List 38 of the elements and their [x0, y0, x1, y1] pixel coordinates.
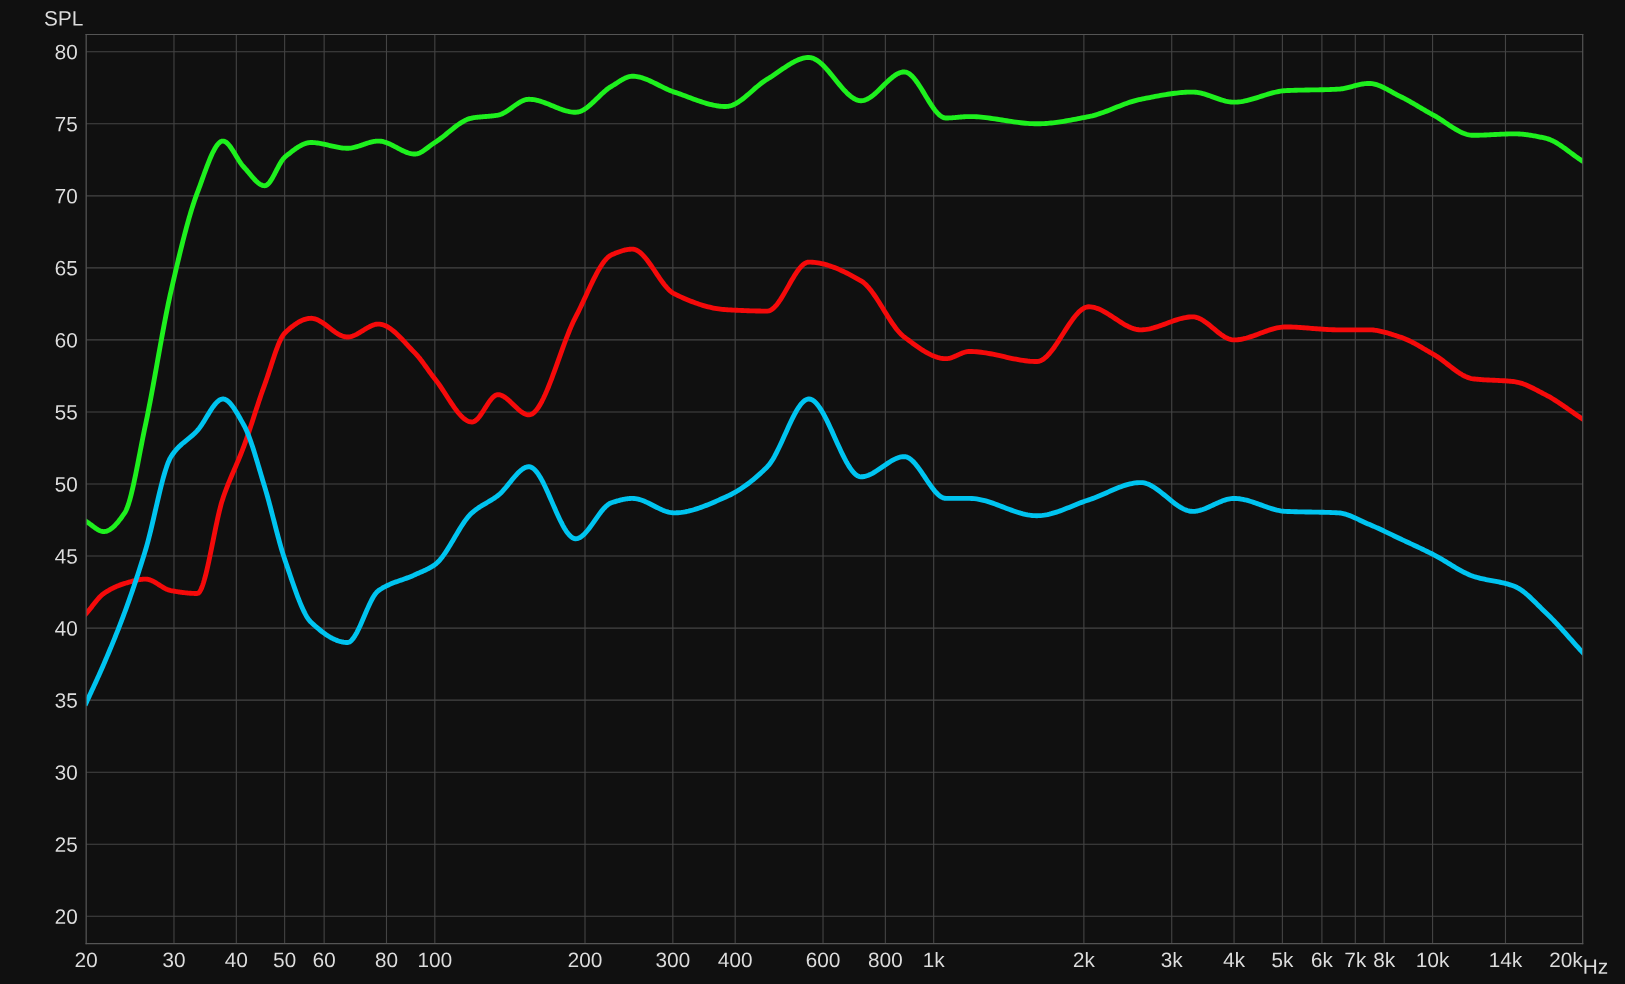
- y-tick-label: 50: [55, 477, 77, 492]
- x-tick-label: 8k: [1374, 951, 1396, 968]
- x-tick-label: 800: [868, 952, 902, 968]
- y-tick-label: 55: [55, 405, 77, 420]
- x-tick-label: 300: [656, 952, 690, 968]
- x-tick-label: 4k: [1223, 951, 1246, 968]
- y-axis-title: SPL: [44, 11, 83, 26]
- x-tick-label: 200: [568, 952, 602, 968]
- x-tick-label: 50: [273, 952, 296, 968]
- y-tick-label: 65: [55, 260, 77, 276]
- x-tick-label: 20k: [1550, 951, 1583, 968]
- x-tick-label: 3k: [1161, 951, 1183, 968]
- x-tick-label: 7k: [1345, 951, 1367, 968]
- x-tick-label: 2k: [1073, 951, 1095, 968]
- x-tick-label: 600: [806, 952, 840, 968]
- x-tick-label: 10k: [1417, 951, 1450, 968]
- x-tick-label: 14k: [1490, 951, 1523, 968]
- x-tick-label: 100: [419, 952, 452, 968]
- x-tick-label: 80: [375, 952, 398, 968]
- y-tick-label: 80: [55, 44, 77, 60]
- x-axis-title: Hz: [1584, 959, 1608, 974]
- x-tick-label: 40: [225, 952, 248, 968]
- y-tick-label: 30: [55, 765, 77, 780]
- x-tick-label: 60: [313, 952, 335, 968]
- y-tick-label: 35: [55, 693, 77, 708]
- y-tick-label: 20: [55, 909, 77, 925]
- x-tick-label: 30: [163, 952, 185, 968]
- x-tick-label: 6k: [1311, 951, 1333, 968]
- x-tick-label: 400: [718, 952, 752, 968]
- x-tick-label: 20: [75, 952, 97, 968]
- y-tick-label: 75: [55, 116, 77, 132]
- y-tick-label: 25: [55, 837, 77, 852]
- y-tick-label: 45: [55, 549, 77, 564]
- y-tick-label: 40: [55, 621, 77, 636]
- y-tick-label: 70: [55, 188, 77, 204]
- x-tick-label: 5k: [1272, 951, 1294, 968]
- x-tick-label: 1k: [924, 951, 945, 968]
- y-tick-label: 60: [55, 332, 77, 348]
